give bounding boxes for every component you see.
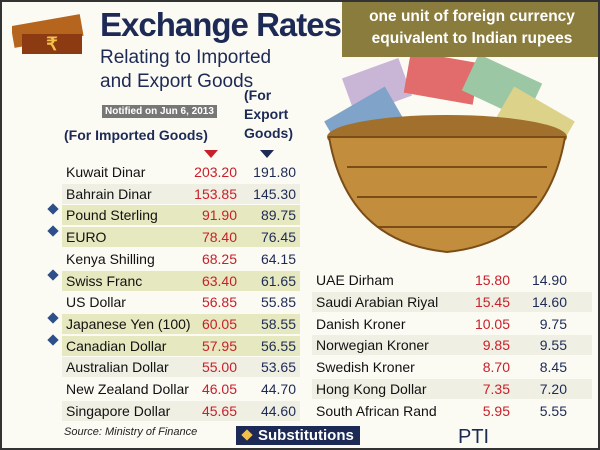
- currency-name: EURO: [66, 229, 107, 246]
- export-rate: 44.70: [260, 381, 296, 397]
- export-rate: 8.45: [539, 359, 567, 376]
- table-row: Singapore Dollar 45.65 44.60: [62, 400, 300, 421]
- column-header: (For Export Goods): [244, 87, 293, 141]
- currency-name: Kenya Shilling: [66, 250, 155, 267]
- import-rate: 9.85: [482, 337, 510, 354]
- basket-illustration: [324, 57, 575, 254]
- import-rate: 63.40: [201, 272, 237, 289]
- table-row: Australian Dollar 55.00 53.65: [62, 357, 300, 378]
- import-rate: 46.05: [201, 381, 237, 397]
- legend-text: Substitutions: [258, 427, 354, 444]
- import-rate: 7.35: [482, 381, 510, 397]
- substitution-icon: [47, 203, 59, 216]
- table-row: Hong Kong Dollar 7.35 7.20: [312, 379, 592, 399]
- currency-name: Pound Sterling: [66, 207, 158, 224]
- export-rate: 14.60: [531, 293, 567, 310]
- import-rate: 8.70: [482, 359, 510, 376]
- table-row: UAE Dirham 15.80 14.90: [312, 270, 592, 290]
- legend-icon: [241, 429, 253, 441]
- banner: one unit of foreign currency equivalent …: [342, 2, 598, 57]
- export-rate: 145.30: [253, 185, 296, 202]
- table-row: EURO 78.40 76.45: [47, 225, 300, 248]
- substitution-icon: [47, 312, 59, 324]
- column-arrows: [204, 150, 274, 158]
- currency-name: Australian Dollar: [66, 359, 169, 376]
- export-rate: 44.60: [260, 402, 296, 419]
- import-rate: 45.65: [201, 402, 237, 419]
- table-row: Swedish Kroner 8.70 8.45: [312, 357, 592, 377]
- currency-name: Norwegian Kroner: [316, 337, 429, 354]
- import-rate: 56.85: [201, 294, 237, 311]
- source: Source: Ministry of Finance: [64, 426, 198, 438]
- substitution-icon: [47, 268, 59, 281]
- currency-name: Swiss Franc: [66, 272, 143, 289]
- export-rate: 9.75: [539, 315, 567, 332]
- currency-name: Japanese Yen (100): [66, 315, 191, 332]
- export-rate: 7.20: [539, 381, 567, 397]
- export-rate: 14.90: [531, 272, 567, 288]
- notice: Notified on Jun 6, 2013: [102, 105, 217, 118]
- currency-name: Hong Kong Dollar: [316, 381, 427, 397]
- export-rate: 89.75: [260, 207, 296, 224]
- currency-name: South African Rand: [316, 402, 437, 419]
- table-row: US Dollar 56.85 55.85: [62, 292, 300, 312]
- import-rate: 203.20: [194, 164, 237, 180]
- currency-name: Saudi Arabian Riyal: [316, 293, 439, 310]
- currency-name: UAE Dirham: [316, 272, 394, 288]
- import-rate: 68.25: [201, 250, 237, 267]
- export-rate: 58.55: [260, 315, 296, 332]
- table-row: Pound Sterling 91.90 89.75: [47, 203, 300, 226]
- currency-name: Canadian Dollar: [66, 337, 167, 354]
- table-row: Swiss Franc 63.40 61.65: [47, 268, 300, 291]
- import-rate: 78.40: [201, 229, 237, 246]
- substitution-legend: Substitutions: [236, 426, 360, 445]
- table-row: South African Rand 5.95 5.55: [312, 401, 592, 421]
- logo-icon: ₹: [12, 14, 84, 54]
- export-rate: 56.55: [260, 337, 296, 354]
- import-rate: 60.05: [201, 315, 237, 332]
- export-rate: 76.45: [260, 229, 296, 246]
- currency-name: US Dollar: [66, 294, 126, 311]
- import-rate: 55.00: [201, 359, 237, 376]
- table-row: Japanese Yen (100) 60.05 58.55: [47, 312, 300, 334]
- export-rate: 5.55: [539, 402, 567, 419]
- import-rate: 91.90: [201, 207, 237, 224]
- table-row: Saudi Arabian Riyal 15.45 14.60: [312, 291, 592, 312]
- import-rate: 5.95: [482, 402, 510, 419]
- currency-name: Danish Kroner: [316, 315, 406, 332]
- column-header: (For Imported Goods): [64, 127, 208, 143]
- import-rate: 57.95: [201, 337, 237, 354]
- substitution-icon: [47, 225, 59, 237]
- title: Exchange Rates: [100, 6, 342, 43]
- currency-name: Swedish Kroner: [316, 359, 415, 376]
- currency-name: Singapore Dollar: [66, 402, 171, 419]
- import-rate: 10.05: [474, 315, 510, 332]
- subtitle: Relating to Imported and Export Goods: [100, 47, 272, 92]
- table-row: Canadian Dollar 57.95 56.55: [47, 333, 300, 356]
- import-rate: 153.85: [194, 185, 237, 202]
- import-rate: 15.80: [474, 272, 510, 288]
- substitution-icon: [47, 333, 59, 346]
- currency-name: Kuwait Dinar: [66, 164, 146, 180]
- table-row: New Zealand Dollar 46.05 44.70: [62, 379, 300, 399]
- currency-name: Bahrain Dinar: [66, 185, 152, 202]
- table-row: Kuwait Dinar 203.20 191.80: [62, 162, 300, 182]
- export-rate: 191.80: [253, 164, 296, 180]
- table-row: Norwegian Kroner 9.85 9.55: [312, 335, 592, 356]
- svg-text:₹: ₹: [46, 34, 58, 54]
- credit: PTI GRAPHICS: [458, 426, 490, 448]
- table-row: Kenya Shilling 68.25 64.15: [62, 249, 300, 269]
- currency-name: New Zealand Dollar: [66, 381, 189, 397]
- export-rate: 9.55: [539, 337, 567, 354]
- export-rate: 55.85: [260, 294, 296, 311]
- table-row: Danish Kroner 10.05 9.75: [312, 314, 592, 334]
- table-row: Bahrain Dinar 153.85 145.30: [62, 183, 300, 204]
- export-rate: 64.15: [260, 250, 296, 267]
- export-rate: 53.65: [260, 359, 296, 376]
- export-rate: 61.65: [260, 272, 296, 289]
- import-rate: 15.45: [474, 293, 510, 310]
